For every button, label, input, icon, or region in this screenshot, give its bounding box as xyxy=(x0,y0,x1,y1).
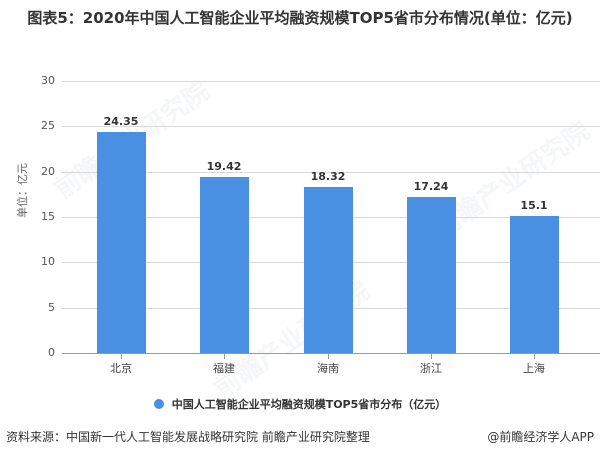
y-tick-label: 15 xyxy=(41,210,55,223)
x-tick-label: 北京 xyxy=(110,362,132,375)
y-tick-label: 20 xyxy=(41,165,55,178)
bar xyxy=(510,216,559,353)
gridline xyxy=(62,172,600,173)
y-tick-label: 10 xyxy=(41,255,55,268)
bar xyxy=(407,196,456,353)
x-tick xyxy=(121,354,122,359)
gridline xyxy=(62,81,600,82)
source-note: 资料来源：中国新一代人工智能发展战略研究院 前瞻产业研究院整理 xyxy=(6,430,370,444)
x-tick xyxy=(224,354,225,359)
x-tick-label: 福建 xyxy=(213,362,235,375)
y-tick-label: 30 xyxy=(41,74,55,87)
x-tick-label: 海南 xyxy=(317,362,339,375)
bar-value-label: 24.35 xyxy=(103,115,139,129)
bar xyxy=(200,176,249,353)
x-tick-label: 浙江 xyxy=(420,362,442,375)
x-axis-line xyxy=(62,353,600,354)
x-tick xyxy=(534,354,535,359)
x-tick-label: 上海 xyxy=(523,362,545,375)
bar xyxy=(97,132,146,353)
legend-label: 中国人工智能企业平均融资规模TOP5省市分布（亿元） xyxy=(171,398,447,411)
y-tick-label: 25 xyxy=(41,119,55,132)
x-tick xyxy=(328,354,329,359)
bar xyxy=(304,186,353,353)
bar-value-label: 19.42 xyxy=(206,159,242,173)
bar-value-label: 17.24 xyxy=(413,179,449,193)
y-tick-label: 0 xyxy=(48,346,55,359)
legend-marker-icon xyxy=(153,399,164,409)
x-tick xyxy=(431,354,432,359)
bar-value-label: 18.32 xyxy=(310,169,346,183)
credit-note: @前瞻经济学人APP xyxy=(487,430,594,444)
y-tick-label: 5 xyxy=(48,301,55,314)
legend: 中国人工智能企业平均融资规模TOP5省市分布（亿元） xyxy=(0,396,600,412)
y-axis-label: 单位：亿元 xyxy=(16,163,29,218)
chart-title: 图表5：2020年中国人工智能企业平均融资规模TOP5省市分布情况(单位：亿元) xyxy=(27,9,573,27)
gridline xyxy=(62,126,600,127)
bar-value-label: 15.1 xyxy=(520,199,548,213)
